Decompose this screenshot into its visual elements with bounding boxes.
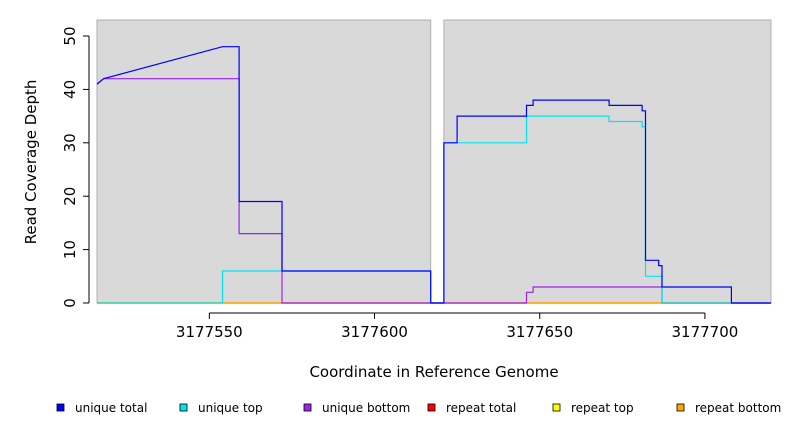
x-tick-label: 3177550 — [176, 323, 243, 341]
series-line-unique-bottom — [96, 78, 771, 304]
y-tick-label: 30 — [61, 133, 79, 152]
legend-label: repeat top — [571, 401, 634, 415]
legend-label: unique total — [75, 401, 147, 415]
y-tick-label: 40 — [61, 80, 79, 99]
legend-label: repeat bottom — [695, 401, 781, 415]
legend-label: repeat total — [446, 401, 516, 415]
legend-swatch — [676, 403, 685, 412]
legend-swatch — [303, 403, 312, 412]
y-tick-label: 20 — [61, 187, 79, 206]
legend-swatch — [427, 403, 436, 412]
legend-label: unique top — [198, 401, 263, 415]
x-tick-label: 3177600 — [341, 323, 408, 341]
plot-panel-1 — [96, 19, 432, 304]
y-tick-label: 50 — [61, 26, 79, 45]
y-tick-label: 0 — [61, 298, 79, 308]
plot-panel-2 — [443, 19, 772, 304]
legend-swatch — [552, 403, 561, 412]
x-tick-label: 3177700 — [672, 323, 739, 341]
y-tick-label: 10 — [61, 240, 79, 259]
x-tick-label: 3177650 — [506, 323, 573, 341]
legend-label: unique bottom — [322, 401, 410, 415]
y-axis-label: Read Coverage Depth — [22, 80, 40, 245]
x-axis-label: Coordinate in Reference Genome — [309, 363, 558, 381]
legend-swatch — [56, 403, 65, 412]
legend-swatch — [179, 403, 188, 412]
series-line-unique-total — [96, 46, 771, 304]
